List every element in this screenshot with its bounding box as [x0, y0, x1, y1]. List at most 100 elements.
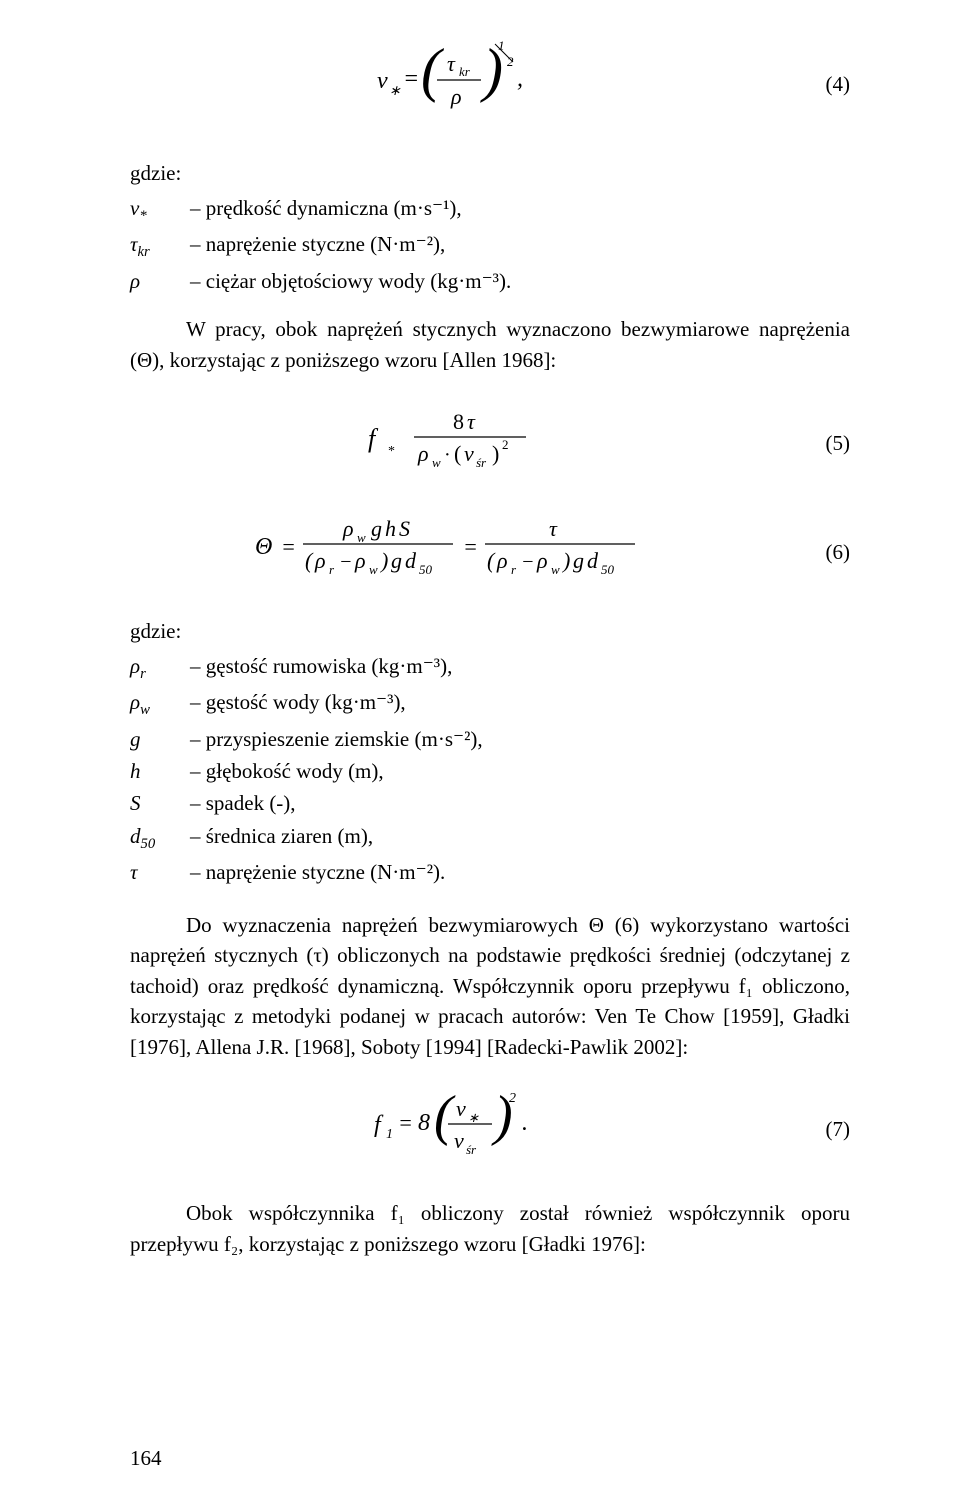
svg-text:v: v	[464, 441, 474, 466]
svg-text:2: 2	[502, 437, 509, 452]
def-sym: ρ	[130, 266, 190, 296]
svg-text:): )	[379, 548, 388, 573]
definitions-1: v* – prędkość dynamiczna (m·s⁻¹), τkr – …	[130, 193, 850, 296]
def-sym: g	[130, 724, 190, 754]
eq4-number: (4)	[780, 69, 850, 99]
svg-text:=: =	[463, 534, 478, 559]
svg-text:g: g	[371, 516, 382, 541]
eq7-formula: f 1 = 8 ( ) v ∗ v śr 2 .	[130, 1080, 780, 1178]
gdzie-2: gdzie:	[130, 616, 850, 646]
svg-text:8: 8	[418, 1110, 430, 1136]
svg-text:=: =	[398, 1110, 413, 1135]
def-desc: – naprężenie styczne (N·m⁻²).	[190, 857, 850, 887]
svg-text:r: r	[511, 562, 517, 577]
svg-text:v: v	[454, 1128, 464, 1153]
svg-text:): )	[561, 548, 570, 573]
svg-text:∗: ∗	[389, 84, 401, 99]
def-desc: – ciężar objętościowy wody (kg·m⁻³).	[190, 266, 850, 296]
svg-text:r: r	[329, 562, 335, 577]
def-sym: τkr	[130, 229, 190, 264]
eq4-formula: v ∗ = ( ) τ kr ρ 1 2 ,	[130, 30, 780, 138]
def-row: g – przyspieszenie ziemskie (m·s⁻²),	[130, 724, 850, 754]
svg-text:50: 50	[419, 562, 433, 577]
svg-text:·: ·	[444, 444, 451, 466]
def-row: h – głębokość wody (m),	[130, 756, 850, 786]
svg-text:f: f	[374, 1112, 384, 1138]
svg-text:2: 2	[509, 1091, 516, 1106]
para-final: Obok współczynnika f₁ obliczony został r…	[130, 1198, 850, 1259]
def-desc: – gęstość rumowiska (kg·m⁻³),	[190, 651, 850, 686]
eq6-formula: Θ = ρ w g h S ( ρ r − ρ w ) g d 50 = τ (…	[130, 508, 780, 596]
svg-text:ρ: ρ	[342, 516, 354, 541]
eq5-formula: f * 8 τ ρ w · ( v śr ) 2	[130, 399, 780, 487]
svg-text:w: w	[369, 562, 378, 577]
def-row: d50 – średnica ziaren (m),	[130, 821, 850, 856]
def-desc: – głębokość wody (m),	[190, 756, 850, 786]
svg-text:τ: τ	[549, 516, 558, 541]
svg-text:g: g	[391, 548, 402, 573]
svg-text:w: w	[551, 562, 560, 577]
svg-text:h: h	[385, 516, 396, 541]
svg-text:τ: τ	[467, 409, 476, 434]
def-desc: – prędkość dynamiczna (m·s⁻¹),	[190, 193, 850, 228]
def-desc: – naprężenie styczne (N·m⁻²),	[190, 229, 850, 264]
def-row: τ – naprężenie styczne (N·m⁻²).	[130, 857, 850, 887]
svg-text:(: (	[487, 548, 496, 573]
svg-text:Θ: Θ	[255, 534, 272, 560]
definitions-2: ρr – gęstość rumowiska (kg·m⁻³), ρw – gę…	[130, 651, 850, 888]
svg-text:d: d	[405, 548, 417, 573]
svg-text:.: .	[522, 1110, 528, 1136]
svg-text:(: (	[454, 441, 461, 466]
def-desc: – spadek (-),	[190, 788, 850, 818]
svg-text:śr: śr	[466, 1142, 477, 1157]
equation-6: Θ = ρ w g h S ( ρ r − ρ w ) g d 50 = τ (…	[130, 508, 850, 596]
svg-text:f: f	[368, 424, 379, 453]
svg-text:g: g	[573, 548, 584, 573]
svg-text:−: −	[521, 551, 535, 573]
svg-text:ρ: ρ	[450, 84, 462, 109]
gdzie-1: gdzie:	[130, 158, 850, 188]
svg-text:τ: τ	[447, 51, 456, 76]
eq7-number: (7)	[780, 1114, 850, 1144]
svg-text:ρ: ρ	[314, 548, 326, 573]
svg-text:1: 1	[386, 1127, 393, 1142]
svg-text:w: w	[432, 455, 441, 470]
eq5-number: (5)	[780, 428, 850, 458]
def-row: ρr – gęstość rumowiska (kg·m⁻³),	[130, 651, 850, 686]
svg-text:ρ: ρ	[354, 548, 366, 573]
def-sym: d50	[130, 821, 190, 856]
equation-4: v ∗ = ( ) τ kr ρ 1 2 , (4)	[130, 30, 850, 138]
svg-text:(: (	[421, 37, 445, 103]
svg-text:=: =	[403, 66, 419, 92]
svg-text:∗: ∗	[468, 1110, 479, 1125]
def-sym: v*	[130, 193, 190, 228]
def-sym: S	[130, 788, 190, 818]
svg-text:śr: śr	[476, 455, 487, 470]
def-row: ρw – gęstość wody (kg·m⁻³),	[130, 687, 850, 722]
def-row: ρ – ciężar objętościowy wody (kg·m⁻³).	[130, 266, 850, 296]
svg-text:ρ: ρ	[496, 548, 508, 573]
equation-7: f 1 = 8 ( ) v ∗ v śr 2 . (7)	[130, 1080, 850, 1178]
svg-text:*: *	[388, 444, 395, 459]
svg-text:2: 2	[507, 54, 514, 69]
svg-text:kr: kr	[459, 64, 471, 79]
svg-text:v: v	[456, 1096, 466, 1121]
def-desc: – gęstość wody (kg·m⁻³),	[190, 687, 850, 722]
svg-text:−: −	[339, 551, 353, 573]
def-sym: ρr	[130, 651, 190, 686]
svg-text:w: w	[357, 530, 366, 545]
svg-text:50: 50	[601, 562, 615, 577]
svg-text:): )	[492, 441, 499, 466]
def-row: S – spadek (-),	[130, 788, 850, 818]
svg-text:,: ,	[517, 66, 523, 92]
def-desc: – średnica ziaren (m),	[190, 821, 850, 856]
def-row: τkr – naprężenie styczne (N·m⁻²),	[130, 229, 850, 264]
svg-text:ρ: ρ	[536, 548, 548, 573]
svg-text:8: 8	[453, 409, 464, 434]
def-row: v* – prędkość dynamiczna (m·s⁻¹),	[130, 193, 850, 228]
svg-text:ρ: ρ	[417, 441, 429, 466]
svg-text:S: S	[399, 516, 410, 541]
svg-text:v: v	[377, 68, 388, 94]
page-number: 164	[130, 1443, 162, 1473]
svg-text:=: =	[281, 534, 296, 559]
